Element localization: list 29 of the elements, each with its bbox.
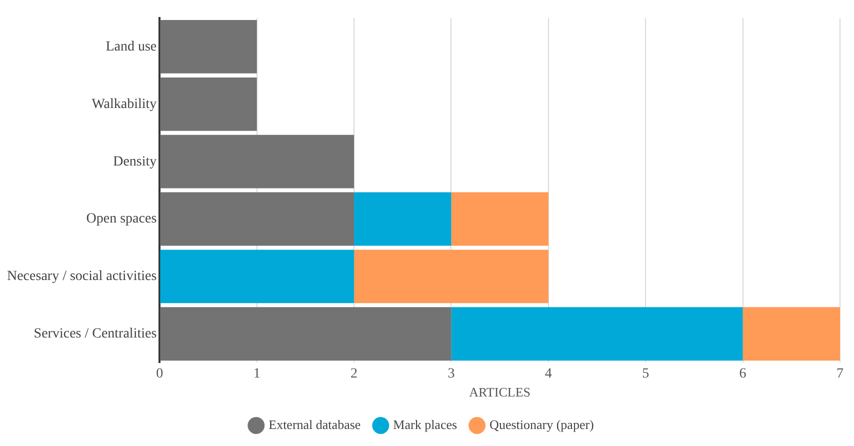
x-tick-label: 5: [642, 366, 650, 382]
bar: [160, 134, 354, 188]
y-tick-label: Walkability: [92, 96, 157, 112]
x-axis-title: ARTICLES: [469, 384, 530, 400]
x-tick-label: 3: [448, 366, 455, 382]
y-tick-label: Open spaces: [86, 212, 157, 227]
bar: [451, 192, 548, 246]
legend-label: Questionary (paper): [490, 416, 594, 432]
bar: [160, 20, 257, 74]
bar: [354, 250, 548, 304]
bar: [354, 192, 452, 246]
bar: [742, 307, 840, 361]
x-tick-label: 1: [253, 366, 260, 382]
bar: [160, 77, 257, 131]
legend-label: External database: [268, 416, 361, 432]
x-tick-label: 6: [739, 366, 746, 382]
y-tick-label: Density: [113, 154, 157, 170]
y-tick-label: Necesary / social activities: [6, 269, 157, 284]
y-tick-label: Services / Centralities: [34, 326, 157, 342]
bar: [160, 250, 354, 304]
bar: [160, 192, 354, 246]
x-tick-label: 0: [156, 366, 164, 382]
x-tick-label: 7: [836, 366, 844, 382]
legend-label: Mark places: [393, 416, 458, 432]
y-tick-label: Land use: [106, 39, 157, 54]
bar: [451, 307, 743, 361]
x-tick-label: 4: [544, 366, 552, 382]
x-tick-label: 2: [350, 366, 358, 382]
bar: [160, 307, 452, 361]
